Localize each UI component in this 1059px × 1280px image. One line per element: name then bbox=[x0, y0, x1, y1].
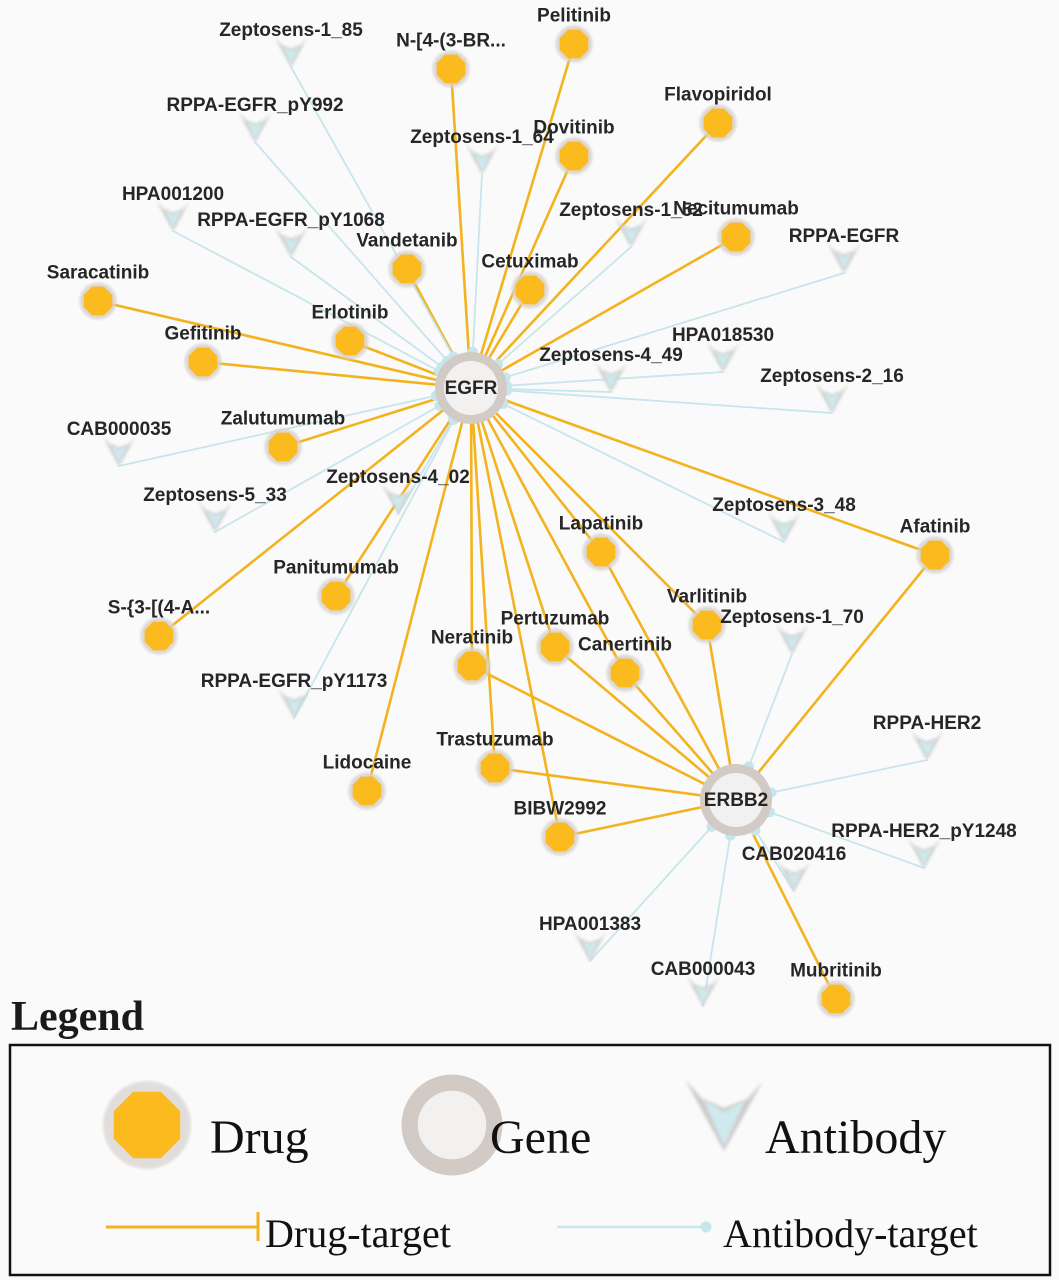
svg-text:N-[4-(3-BR...: N-[4-(3-BR... bbox=[396, 31, 506, 52]
svg-text:Drug: Drug bbox=[210, 1111, 309, 1164]
svg-text:RPPA-EGFR: RPPA-EGFR bbox=[789, 226, 900, 247]
svg-text:Zeptosens-1_52: Zeptosens-1_52 bbox=[559, 200, 703, 221]
svg-text:Zeptosens-2_16: Zeptosens-2_16 bbox=[760, 366, 904, 387]
svg-text:CAB000043: CAB000043 bbox=[651, 959, 756, 980]
svg-text:Gefitinib: Gefitinib bbox=[164, 324, 241, 345]
svg-text:Canertinib: Canertinib bbox=[578, 635, 672, 656]
svg-text:Zalutumumab: Zalutumumab bbox=[221, 409, 346, 430]
svg-text:Zeptosens-3_48: Zeptosens-3_48 bbox=[712, 495, 856, 516]
svg-text:Gene: Gene bbox=[490, 1111, 591, 1164]
svg-text:Zeptosens-4_49: Zeptosens-4_49 bbox=[539, 345, 683, 366]
svg-text:Neratinib: Neratinib bbox=[431, 628, 513, 649]
svg-text:Cetuximab: Cetuximab bbox=[481, 252, 578, 273]
svg-text:RPPA-EGFR_pY1173: RPPA-EGFR_pY1173 bbox=[201, 671, 388, 692]
svg-text:Panitumumab: Panitumumab bbox=[273, 558, 399, 579]
svg-text:Pelitinib: Pelitinib bbox=[537, 6, 611, 27]
svg-text:CAB020416: CAB020416 bbox=[742, 844, 847, 865]
svg-text:Trastuzumab: Trastuzumab bbox=[436, 730, 553, 751]
svg-text:Zeptosens-5_33: Zeptosens-5_33 bbox=[143, 485, 287, 506]
svg-text:RPPA-HER2_pY1248: RPPA-HER2_pY1248 bbox=[831, 821, 1017, 842]
svg-text:Lapatinib: Lapatinib bbox=[559, 514, 643, 535]
svg-text:Zeptosens-4_02: Zeptosens-4_02 bbox=[326, 467, 470, 488]
svg-text:Zeptosens-1_64: Zeptosens-1_64 bbox=[410, 127, 554, 148]
svg-text:HPA018530: HPA018530 bbox=[672, 325, 774, 346]
svg-text:RPPA-EGFR_pY1068: RPPA-EGFR_pY1068 bbox=[197, 210, 385, 231]
svg-text:BIBW2992: BIBW2992 bbox=[514, 799, 607, 820]
svg-text:CAB000035: CAB000035 bbox=[67, 419, 172, 440]
svg-text:S-{3-[(4-A...: S-{3-[(4-A... bbox=[108, 598, 210, 619]
svg-text:Antibody: Antibody bbox=[765, 1111, 946, 1164]
svg-text:Afatinib: Afatinib bbox=[900, 517, 971, 538]
svg-text:ERBB2: ERBB2 bbox=[704, 790, 768, 811]
svg-text:Vandetanib: Vandetanib bbox=[356, 231, 457, 252]
svg-text:Flavopiridol: Flavopiridol bbox=[664, 85, 772, 106]
svg-text:Lidocaine: Lidocaine bbox=[323, 753, 412, 774]
svg-text:Saracatinib: Saracatinib bbox=[47, 263, 149, 284]
svg-text:Drug-target: Drug-target bbox=[265, 1211, 451, 1256]
svg-text:Pertuzumab: Pertuzumab bbox=[501, 609, 610, 630]
svg-text:Mubritinib: Mubritinib bbox=[790, 961, 882, 982]
svg-text:EGFR: EGFR bbox=[445, 378, 498, 399]
svg-text:Erlotinib: Erlotinib bbox=[311, 303, 388, 324]
svg-text:HPA001200: HPA001200 bbox=[122, 184, 224, 205]
svg-text:RPPA-HER2: RPPA-HER2 bbox=[873, 713, 981, 734]
svg-text:RPPA-EGFR_pY992: RPPA-EGFR_pY992 bbox=[166, 95, 343, 116]
svg-text:Varlitinib: Varlitinib bbox=[667, 587, 747, 608]
svg-text:Antibody-target: Antibody-target bbox=[723, 1211, 978, 1256]
svg-text:Zeptosens-1_70: Zeptosens-1_70 bbox=[720, 607, 864, 628]
svg-text:Zeptosens-1_85: Zeptosens-1_85 bbox=[219, 20, 363, 41]
svg-text:Legend: Legend bbox=[11, 994, 144, 1040]
svg-text:HPA001383: HPA001383 bbox=[539, 914, 641, 935]
